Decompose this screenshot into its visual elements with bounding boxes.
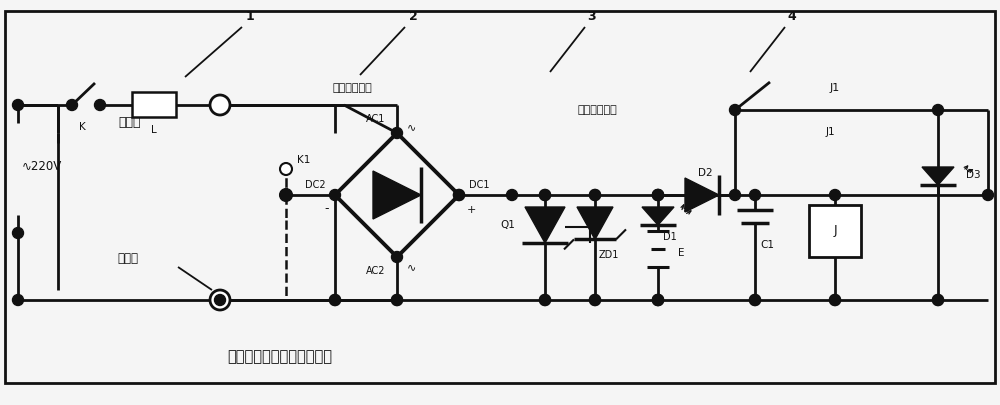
- Circle shape: [12, 228, 24, 239]
- Polygon shape: [373, 171, 421, 219]
- Circle shape: [652, 190, 664, 200]
- Circle shape: [933, 294, 944, 305]
- Text: -: -: [325, 202, 329, 215]
- Text: 用电器: 用电器: [119, 117, 141, 130]
- Circle shape: [830, 294, 840, 305]
- Text: 3: 3: [588, 11, 596, 23]
- Circle shape: [392, 252, 402, 262]
- Text: +: +: [466, 205, 476, 215]
- Text: D1: D1: [663, 232, 677, 242]
- Text: D2: D2: [698, 168, 712, 178]
- Circle shape: [12, 100, 24, 111]
- Circle shape: [210, 95, 230, 115]
- Text: J1: J1: [825, 127, 835, 137]
- Text: ∿: ∿: [406, 262, 416, 272]
- Circle shape: [540, 294, 550, 305]
- Circle shape: [540, 294, 550, 305]
- Text: K1: K1: [297, 155, 311, 165]
- Text: ZD1: ZD1: [599, 250, 619, 260]
- Bar: [809, 205, 861, 257]
- Circle shape: [392, 294, 402, 305]
- Circle shape: [590, 294, 600, 305]
- Text: 接线柱: 接线柱: [118, 252, 138, 264]
- Circle shape: [392, 294, 402, 305]
- Circle shape: [652, 294, 664, 305]
- Bar: [55, 75, 258, 143]
- Text: AC1: AC1: [366, 114, 385, 124]
- Bar: [272, 75, 508, 265]
- Text: 一种基于用电器的充电电路: 一种基于用电器的充电电路: [228, 350, 332, 364]
- Text: Q1: Q1: [500, 220, 515, 230]
- Text: J1: J1: [830, 83, 840, 93]
- Circle shape: [540, 190, 550, 200]
- Text: J: J: [833, 224, 837, 237]
- Polygon shape: [922, 167, 954, 185]
- Circle shape: [330, 190, 340, 200]
- Circle shape: [392, 128, 402, 139]
- Circle shape: [730, 104, 740, 115]
- Text: L: L: [151, 125, 157, 135]
- Circle shape: [590, 190, 600, 200]
- Circle shape: [830, 190, 840, 200]
- Circle shape: [540, 190, 550, 200]
- Circle shape: [590, 190, 600, 200]
- Circle shape: [280, 190, 292, 200]
- Text: ∿: ∿: [406, 122, 416, 132]
- Circle shape: [750, 294, 761, 305]
- Circle shape: [750, 190, 761, 200]
- Text: AC2: AC2: [366, 266, 385, 276]
- Text: K: K: [79, 122, 85, 132]
- Text: DC1: DC1: [469, 180, 489, 190]
- Circle shape: [933, 294, 944, 305]
- Text: DC2: DC2: [305, 180, 325, 190]
- Bar: [512, 72, 682, 320]
- Circle shape: [280, 189, 292, 201]
- Polygon shape: [685, 178, 719, 212]
- Text: C1: C1: [760, 240, 774, 250]
- Circle shape: [590, 294, 600, 305]
- Circle shape: [94, 100, 106, 111]
- Circle shape: [66, 100, 78, 111]
- Circle shape: [652, 190, 664, 200]
- Text: D3: D3: [966, 170, 981, 180]
- Circle shape: [210, 290, 230, 310]
- Circle shape: [454, 190, 464, 200]
- Circle shape: [933, 104, 944, 115]
- Text: 旁路保护电路: 旁路保护电路: [577, 105, 617, 115]
- Text: 1: 1: [246, 11, 254, 23]
- Circle shape: [750, 294, 761, 305]
- Circle shape: [730, 190, 740, 200]
- Bar: [690, 72, 990, 320]
- Circle shape: [330, 294, 340, 305]
- Text: 桥式整流电路: 桥式整流电路: [332, 83, 372, 93]
- Circle shape: [214, 294, 226, 305]
- Polygon shape: [642, 207, 674, 225]
- Circle shape: [454, 190, 464, 200]
- Circle shape: [983, 190, 994, 200]
- Polygon shape: [525, 207, 565, 243]
- Text: E: E: [678, 248, 684, 258]
- Circle shape: [507, 190, 518, 200]
- Text: 2: 2: [409, 11, 417, 23]
- Text: ∿220V: ∿220V: [22, 160, 62, 173]
- Text: 4: 4: [788, 11, 796, 23]
- Bar: [132, 92, 176, 117]
- Circle shape: [330, 294, 340, 305]
- Circle shape: [280, 163, 292, 175]
- Circle shape: [652, 294, 664, 305]
- Polygon shape: [577, 207, 613, 239]
- Circle shape: [12, 294, 24, 305]
- Circle shape: [652, 294, 664, 305]
- Circle shape: [652, 190, 664, 200]
- Circle shape: [830, 294, 840, 305]
